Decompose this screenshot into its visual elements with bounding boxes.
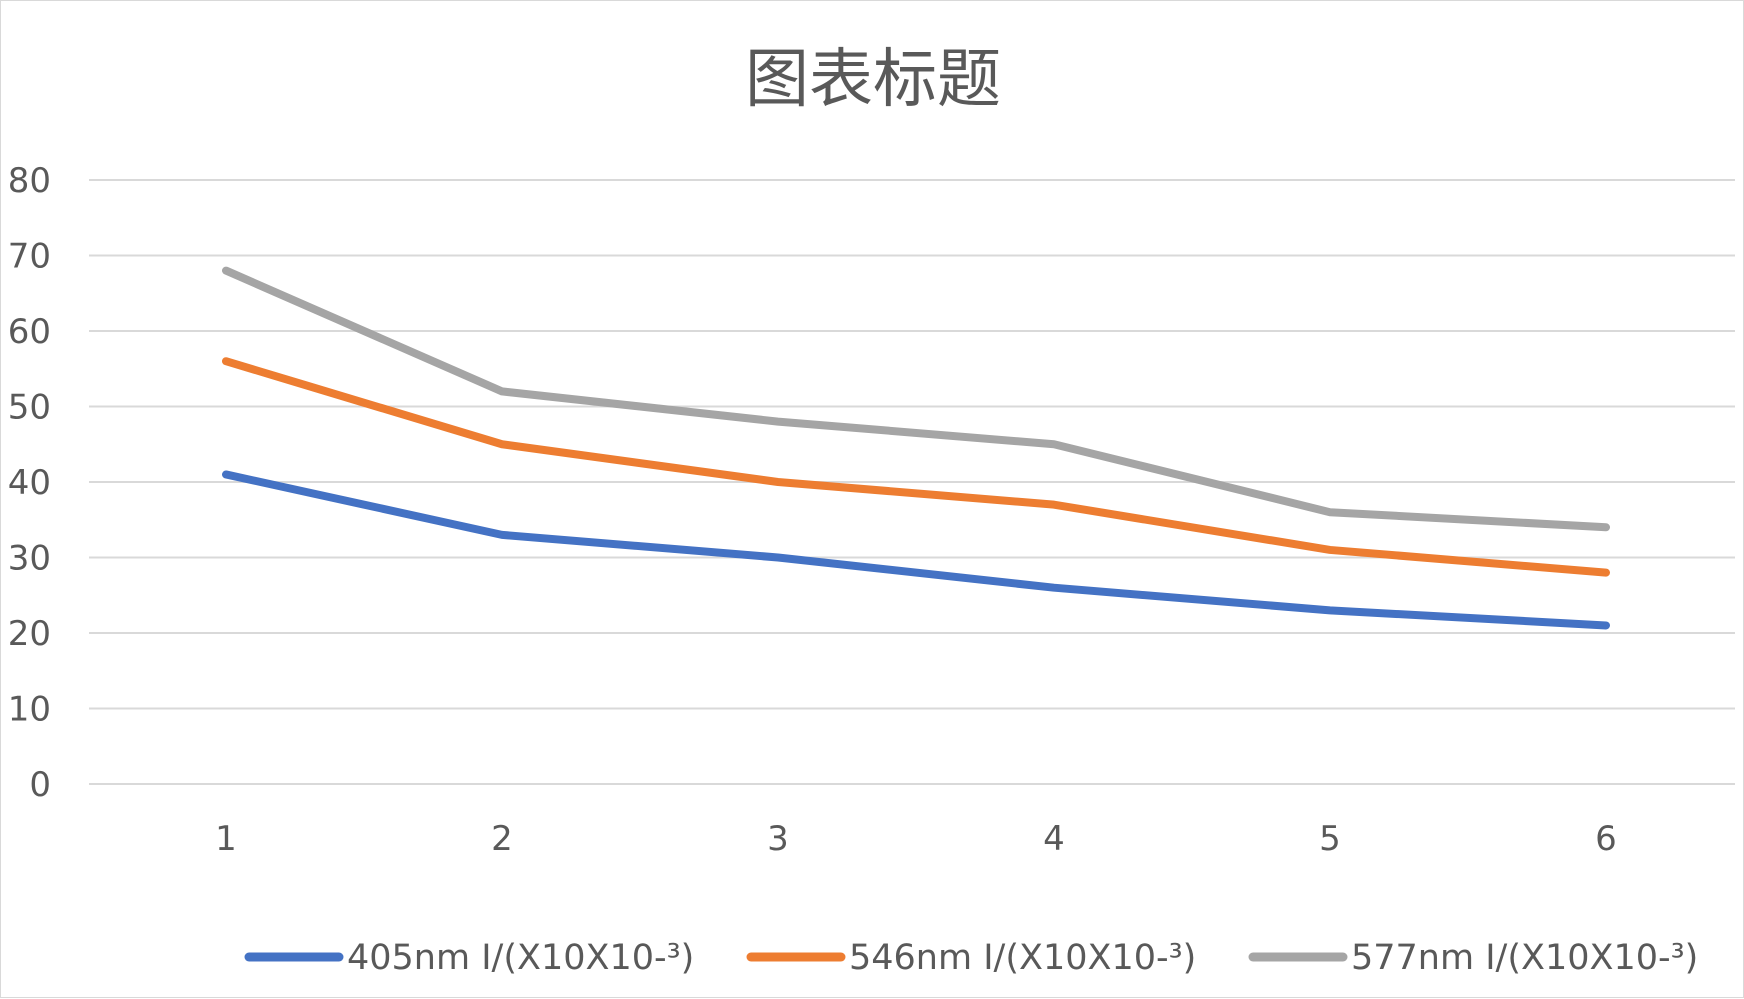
legend-label-2: 546nm I/(X10X10-³) — [849, 938, 1196, 978]
x-tick-label: 4 — [1043, 819, 1065, 859]
legend-label-3: 577nm I/(X10X10-³) — [1351, 938, 1698, 978]
x-tick-label: 1 — [215, 819, 237, 859]
legend-label-1: 405nm I/(X10X10-³) — [347, 938, 694, 978]
data-point — [1053, 443, 1055, 446]
data-point — [1053, 503, 1055, 506]
data-point — [225, 360, 227, 363]
series-line-3 — [222, 266, 1610, 532]
data-point — [777, 420, 779, 423]
chart-title: 图表标题 — [745, 43, 1001, 117]
series-line-1 — [222, 470, 1610, 630]
y-tick-label: 30 — [8, 539, 51, 579]
y-tick-label: 70 — [8, 237, 51, 277]
x-axis-ticks: 1 2 3 4 5 6 — [215, 819, 1617, 859]
legend: 405nm I/(X10X10-³) 546nm I/(X10X10-³) 577n… — [244, 938, 1698, 978]
data-point — [225, 269, 227, 272]
y-tick-label: 50 — [8, 388, 51, 428]
data-point — [777, 556, 779, 559]
y-tick-label: 80 — [8, 161, 51, 201]
data-point — [1605, 571, 1607, 574]
data-point — [225, 473, 227, 476]
data-point — [1605, 624, 1607, 627]
data-point — [1329, 511, 1331, 514]
data-point — [1329, 609, 1331, 612]
x-tick-label: 3 — [767, 819, 789, 859]
data-point — [501, 533, 503, 536]
y-tick-label: 10 — [8, 690, 51, 730]
y-tick-label: 60 — [8, 312, 51, 352]
series-line-2 — [222, 357, 1610, 577]
y-axis-ticks: 0 10 20 30 40 50 60 70 80 — [8, 161, 51, 805]
x-tick-label: 5 — [1319, 819, 1341, 859]
y-tick-label: 40 — [8, 463, 51, 503]
data-point — [777, 481, 779, 483]
y-tick-label: 20 — [8, 614, 51, 654]
series-lines — [222, 266, 1610, 630]
data-point — [501, 390, 503, 393]
y-tick-label: 0 — [29, 765, 51, 805]
data-point — [1053, 586, 1055, 589]
data-point — [1605, 526, 1607, 529]
gridlines — [89, 179, 1735, 785]
x-tick-label: 6 — [1595, 819, 1617, 859]
data-point — [501, 443, 503, 446]
x-tick-label: 2 — [491, 819, 513, 859]
data-point — [1329, 548, 1331, 551]
